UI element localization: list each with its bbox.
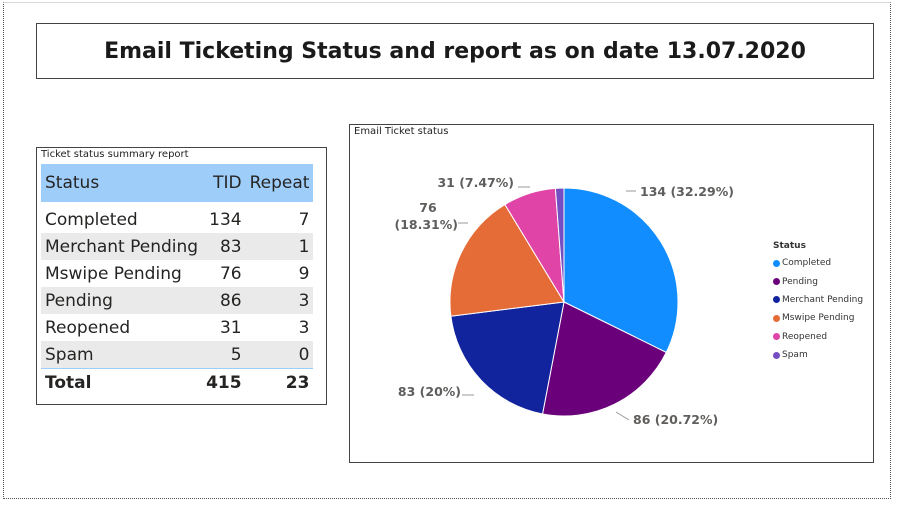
column-header-status[interactable]: Status	[41, 164, 203, 202]
legend-label: Pending	[782, 276, 818, 287]
legend-dot-icon	[773, 314, 780, 322]
legend-dot-icon	[773, 333, 780, 341]
table-title: Ticket status summary report	[41, 149, 189, 160]
pie-slice-completed[interactable]	[563, 187, 679, 354]
cell-tid: 76	[219, 263, 242, 284]
data-label: 76 (18.31%)	[395, 200, 459, 232]
legend-item-merchant-pending[interactable]: Merchant Pending	[773, 291, 863, 309]
legend-label: Spam	[782, 350, 808, 361]
data-label: 86 (20.72%)	[633, 412, 718, 427]
legend-label: Mswipe Pending	[782, 313, 855, 324]
legend-label: Completed	[782, 258, 832, 269]
cell-repeat: 1	[245, 233, 314, 260]
legend-label: Merchant Pending	[782, 294, 864, 305]
pie-slice-pending[interactable]	[541, 301, 667, 417]
legend-item-completed[interactable]: Completed	[773, 254, 863, 272]
chart-title: Email Ticket status	[354, 126, 449, 137]
cell-repeat: 9	[298, 263, 310, 284]
cell-repeat: 0	[245, 341, 314, 369]
table-row: Completed 134 7	[41, 202, 313, 233]
legend-item-reopened[interactable]: Reopened	[773, 328, 863, 346]
cell-tid: 5	[202, 341, 246, 369]
legend-item-mswipe-pending[interactable]: Mswipe Pending	[773, 309, 863, 327]
total-repeat: 23	[245, 368, 314, 396]
table-row: Pending 86 3	[41, 287, 314, 314]
legend-dot-icon	[773, 351, 780, 359]
pie-slice-merchant-pending[interactable]	[450, 301, 565, 415]
cell-status: Spam	[41, 341, 203, 369]
report-canvas	[3, 2, 891, 499]
leader-line	[615, 411, 630, 421]
cell-status: Merchant Pending	[41, 233, 203, 260]
table-total-row: Total 415 23	[41, 368, 314, 396]
total-label: Total	[41, 368, 203, 396]
page-title: Email Ticketing Status and report as on …	[104, 38, 806, 64]
cell-status: Completed	[45, 209, 138, 230]
table-row: Reopened 31 3	[41, 314, 313, 341]
legend-item-spam[interactable]: Spam	[773, 346, 863, 364]
cell-tid: 86	[202, 287, 246, 314]
legend-label: Reopened	[782, 331, 828, 342]
column-header-repeat[interactable]: Repeat	[245, 164, 314, 202]
cell-tid: 83	[202, 233, 246, 260]
data-label: 83 (20%)	[398, 384, 461, 399]
data-label: 31 (7.47%)	[437, 175, 514, 190]
pie-chart: 134 (32.29%) 86 (20.72%) 83 (20%) 76 (18.31%…	[395, 175, 734, 427]
data-label: 134 (32.29%)	[640, 184, 734, 199]
cell-repeat: 3	[245, 287, 314, 314]
column-header-tid[interactable]: TID	[202, 164, 246, 202]
cell-repeat: 7	[298, 209, 310, 230]
legend-dot-icon	[773, 278, 780, 286]
cell-status: Mswipe Pending	[45, 263, 182, 284]
report-title-box: Email Ticketing Status and report as on …	[36, 23, 874, 79]
legend-dot-icon	[773, 296, 780, 304]
cell-tid: 31	[219, 317, 242, 338]
total-tid: 415	[202, 368, 246, 396]
pie-slice-mswipe-pending[interactable]	[449, 203, 565, 317]
table-header-row: Status TID Repeat	[41, 164, 314, 202]
summary-table-visual[interactable]: Ticket status summary report Status TID …	[36, 147, 327, 405]
cell-status: Pending	[41, 287, 203, 314]
legend-title: Status	[773, 241, 806, 251]
pie-slice-spam[interactable]	[554, 187, 565, 303]
legend-item-pending[interactable]: Pending	[773, 272, 863, 290]
summary-table: Status TID Repeat Completed 134 7 Mercha…	[41, 164, 314, 396]
legend-dot-icon	[773, 259, 780, 267]
cell-tid: 134	[209, 209, 242, 230]
pie-chart-visual[interactable]: Email Ticket status 134 (32.29%) 86 (20.7…	[349, 124, 874, 463]
cell-status: Reopened	[45, 317, 131, 338]
chart-legend: Status Completed Pending Merchant Pending M…	[773, 241, 863, 364]
table-row: Spam 5 0	[41, 341, 314, 369]
table-row: Merchant Pending 83 1	[41, 233, 314, 260]
cell-repeat: 3	[298, 317, 310, 338]
table-row: Mswipe Pending 76 9	[41, 260, 313, 287]
